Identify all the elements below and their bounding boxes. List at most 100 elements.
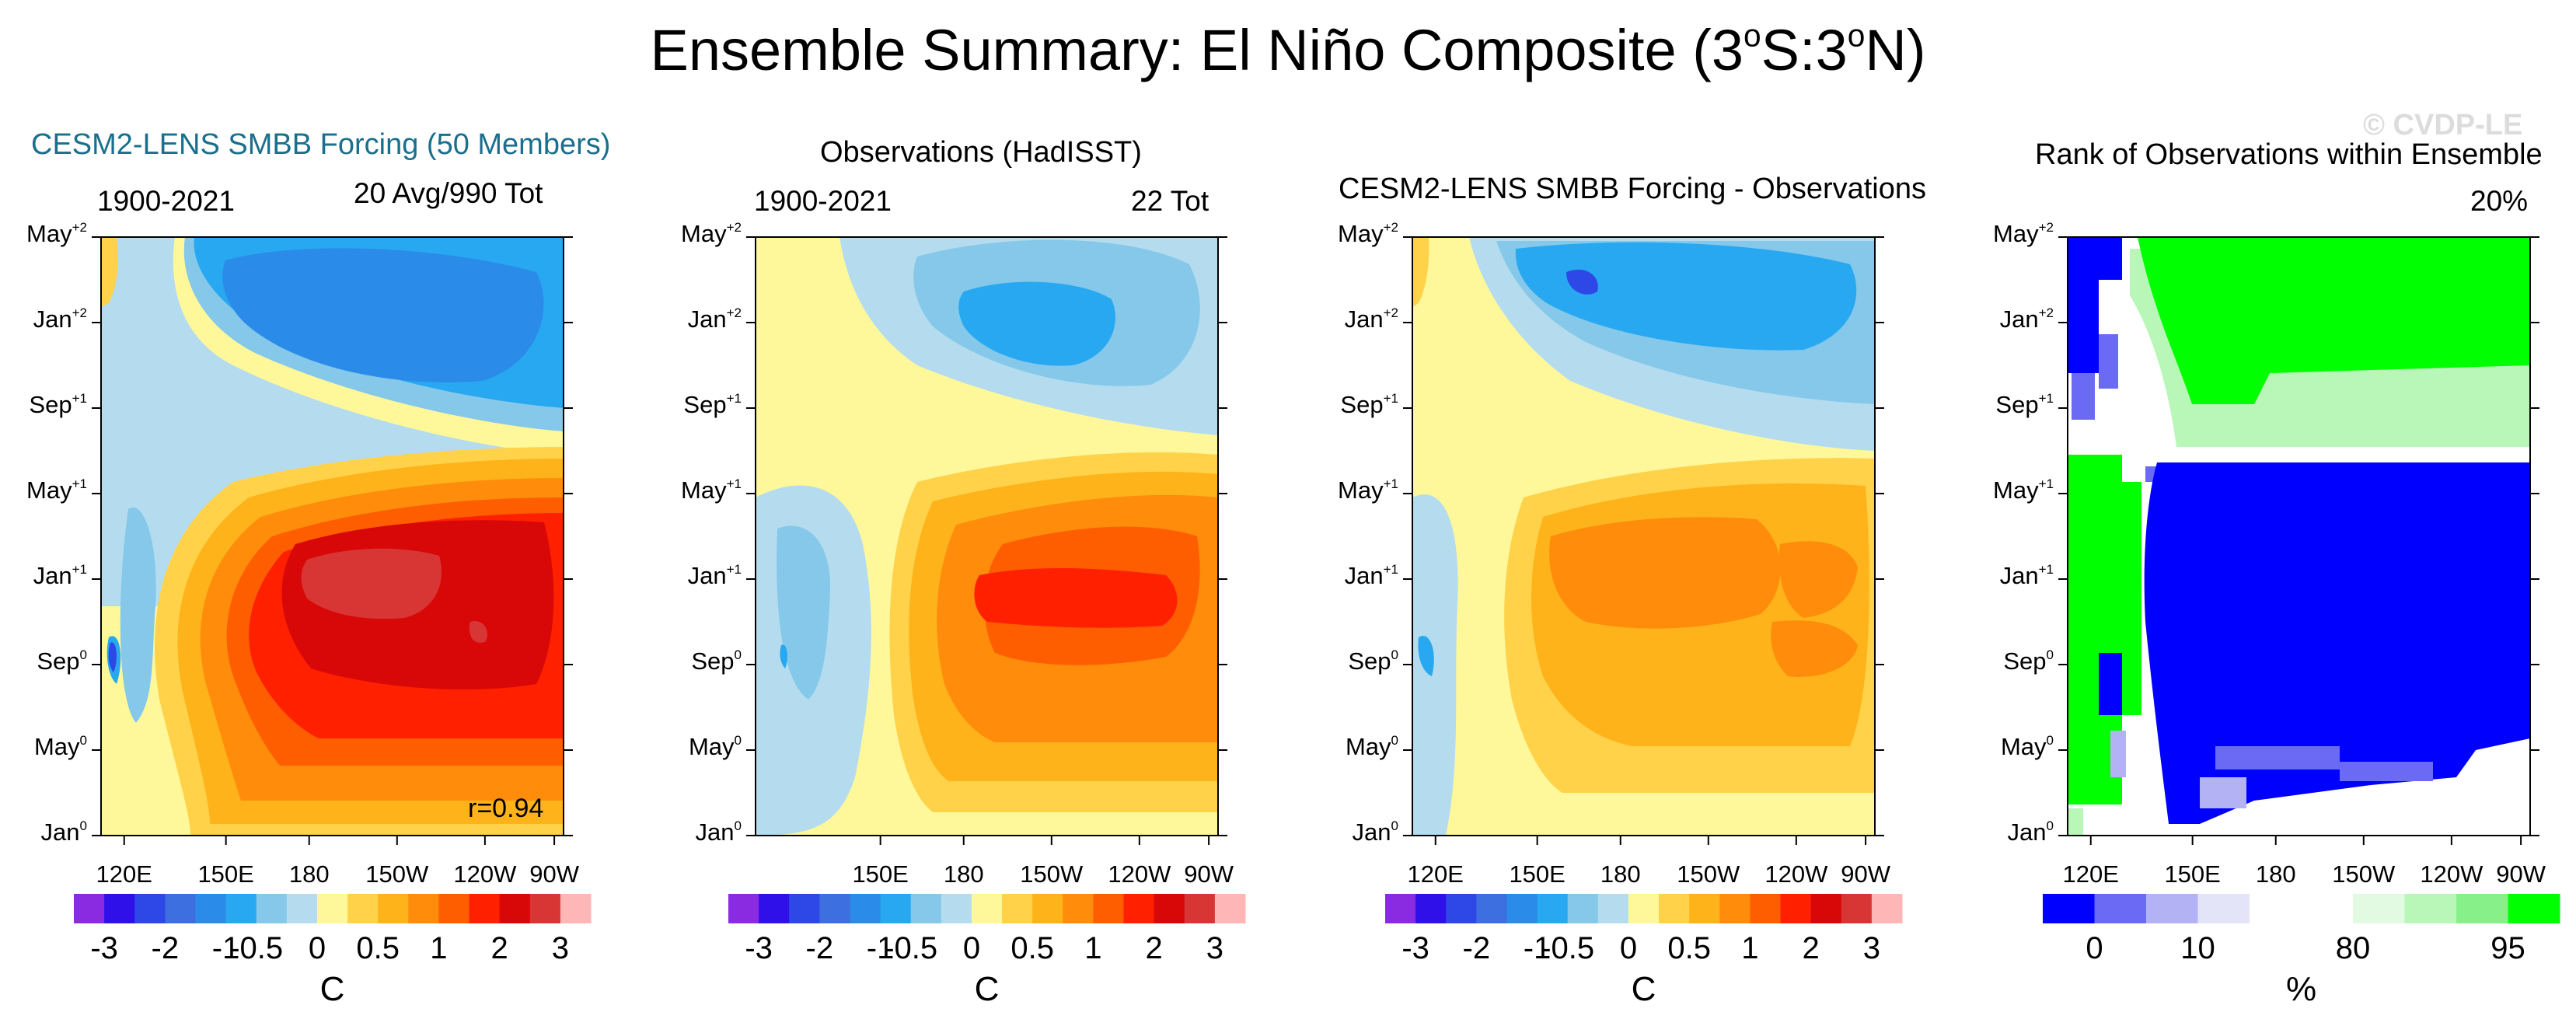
colorbar-sst-2-swatch <box>1063 894 1094 923</box>
x-tick-label: 180 <box>288 860 330 888</box>
colorbar-sst-1-swatch <box>499 894 531 923</box>
y-tick-label: May0 <box>2000 733 2054 760</box>
colorbar-sst-1-swatch <box>165 894 196 923</box>
colorbar-sst-1-swatch <box>560 894 592 923</box>
x-tick-label: 120E <box>96 860 152 888</box>
panel-4-percent: 20% <box>2470 185 2529 217</box>
panel-1-heatmap <box>101 237 564 836</box>
colorbar-rank-unit: % <box>2285 970 2317 1008</box>
colorbar-rank-swatch <box>2353 894 2405 923</box>
colorbar-sst-2-label: 3 <box>1206 931 1223 965</box>
y-tick-label: May+2 <box>1993 220 2054 247</box>
colorbar-sst-3-swatch <box>1567 894 1599 923</box>
x-tick-label: 150W <box>1020 860 1084 888</box>
colorbar-sst-1-label: 0 <box>308 931 326 965</box>
x-tick-label: 150W <box>1677 860 1740 888</box>
x-tick-label: 180 <box>2255 860 2296 888</box>
colorbar-sst-2-label: -2 <box>805 931 834 965</box>
y-tick-label: May+1 <box>26 476 87 504</box>
colorbar-sst-3-swatch <box>1810 894 1842 923</box>
panel-3-frame <box>1412 236 1876 836</box>
colorbar-sst-2-swatch <box>1123 894 1155 923</box>
colorbar-sst-2-label: -0.5 <box>884 931 938 965</box>
y-tick-label: Jan+1 <box>687 562 742 589</box>
y-tick-label: Jan+2 <box>1344 305 1398 333</box>
colorbar-sst-3-swatch <box>1476 894 1507 923</box>
colorbar-sst-1-label: 2 <box>490 931 508 965</box>
colorbar-sst-2-swatch <box>1002 894 1033 923</box>
colorbar-sst-3-swatch <box>1628 894 1660 923</box>
y-tick-label: Jan+2 <box>687 305 742 333</box>
colorbar-sst-1-label: 3 <box>551 931 569 965</box>
colorbar-rank-swatch <box>2250 894 2302 923</box>
y-tick-label: Sep0 <box>2003 647 2054 675</box>
y-tick-label: Jan+2 <box>33 305 87 333</box>
correlation-label: r=0.94 <box>468 794 544 823</box>
page-title: Ensemble Summary: El Niño Composite (3oS… <box>650 17 1926 82</box>
panel-2-frame <box>755 236 1219 836</box>
colorbar-rank-swatch <box>2508 894 2560 923</box>
axis-frames <box>92 236 2539 845</box>
watermark: © CVDP-LE <box>2363 109 2523 141</box>
colorbar-sst-2-swatch <box>1214 894 1246 923</box>
colorbar-sst-2-swatch <box>759 894 790 923</box>
panel-3-title: CESM2-LENS SMBB Forcing - Observations <box>1339 173 1927 205</box>
colorbars <box>74 894 2560 923</box>
colorbar-sst-2-swatch <box>910 894 942 923</box>
colorbar-sst-3-label: -2 <box>1462 931 1491 965</box>
colorbar-sst-2-swatch <box>1032 894 1063 923</box>
panel-3-heatmap <box>1412 237 1875 836</box>
y-tick-label: Jan+1 <box>1999 562 2054 589</box>
y-tick-label: Jan0 <box>695 818 742 846</box>
x-tick-label: 90W <box>529 860 579 888</box>
x-tick-label: 90W <box>2496 860 2546 888</box>
x-tick-label: 90W <box>1184 860 1234 888</box>
colorbar-sst-1-swatch <box>104 894 135 923</box>
colorbar-rank-swatch <box>2301 894 2354 923</box>
x-tick-label: 150E <box>2164 860 2221 888</box>
colorbar-sst-1-label: 0.5 <box>356 931 400 965</box>
colorbar-rank-label: 0 <box>2086 931 2103 965</box>
colorbar-sst-1-swatch <box>316 894 348 923</box>
panel-2-count: 22 Tot <box>1131 185 1209 217</box>
x-tick-label: 150W <box>2332 860 2396 888</box>
y-tick-label: Sep+1 <box>1995 391 2054 418</box>
colorbar-rank-swatch <box>2197 894 2250 923</box>
colorbar-sst-2-label: 1 <box>1084 931 1102 965</box>
colorbar-sst-1-swatch <box>225 894 257 923</box>
colorbar-sst-3-swatch <box>1841 894 1873 923</box>
colorbar-sst-3-label: 0 <box>1619 931 1638 965</box>
colorbar-sst-3-swatch <box>1415 894 1447 923</box>
colorbar-sst-1-label: -0.5 <box>229 931 284 965</box>
colorbar-rank-swatch <box>2094 894 2147 923</box>
colorbar-sst-3-swatch <box>1719 894 1750 923</box>
colorbar-sst-1-swatch <box>408 894 439 923</box>
y-tick-label: May+2 <box>26 220 87 247</box>
y-tick-label: Jan+1 <box>33 562 87 589</box>
x-tick-label: 150E <box>197 860 254 888</box>
panel-2-heatmap <box>756 237 1218 836</box>
panel-4-title: Rank of Observations within Ensemble <box>2035 138 2543 171</box>
y-tick-label: May0 <box>688 733 742 760</box>
panel-2-years: 1900-2021 <box>754 185 892 217</box>
x-tick-label: 120W <box>453 860 517 888</box>
colorbar-sst-1-unit: C <box>319 970 345 1008</box>
colorbar-sst-2-swatch <box>1093 894 1125 923</box>
y-tick-label: Jan+2 <box>1999 305 2054 333</box>
colorbar-sst-1-swatch <box>195 894 227 923</box>
colorbar-sst-3-unit: C <box>1631 970 1656 1008</box>
colorbar-sst-3-swatch <box>1446 894 1477 923</box>
y-tick-label: Jan0 <box>1352 818 1398 846</box>
colorbar-rank-swatch <box>2043 894 2095 923</box>
y-tick-label: Sep+1 <box>1340 391 1398 418</box>
colorbar-sst-3-label: 3 <box>1862 931 1880 965</box>
colorbar-sst-2-swatch <box>971 894 1003 923</box>
panel-2-title: Observations (HadISST) <box>820 136 1142 169</box>
panel-1-frame <box>100 236 564 836</box>
panel-1-title: CESM2-LENS SMBB Forcing (50 Members) <box>31 128 611 161</box>
colorbar-sst-1-swatch <box>469 894 501 923</box>
colorbar-sst-1-swatch <box>134 894 166 923</box>
colorbar-rank-swatch <box>2404 894 2457 923</box>
y-tick-label: May+2 <box>681 220 742 247</box>
